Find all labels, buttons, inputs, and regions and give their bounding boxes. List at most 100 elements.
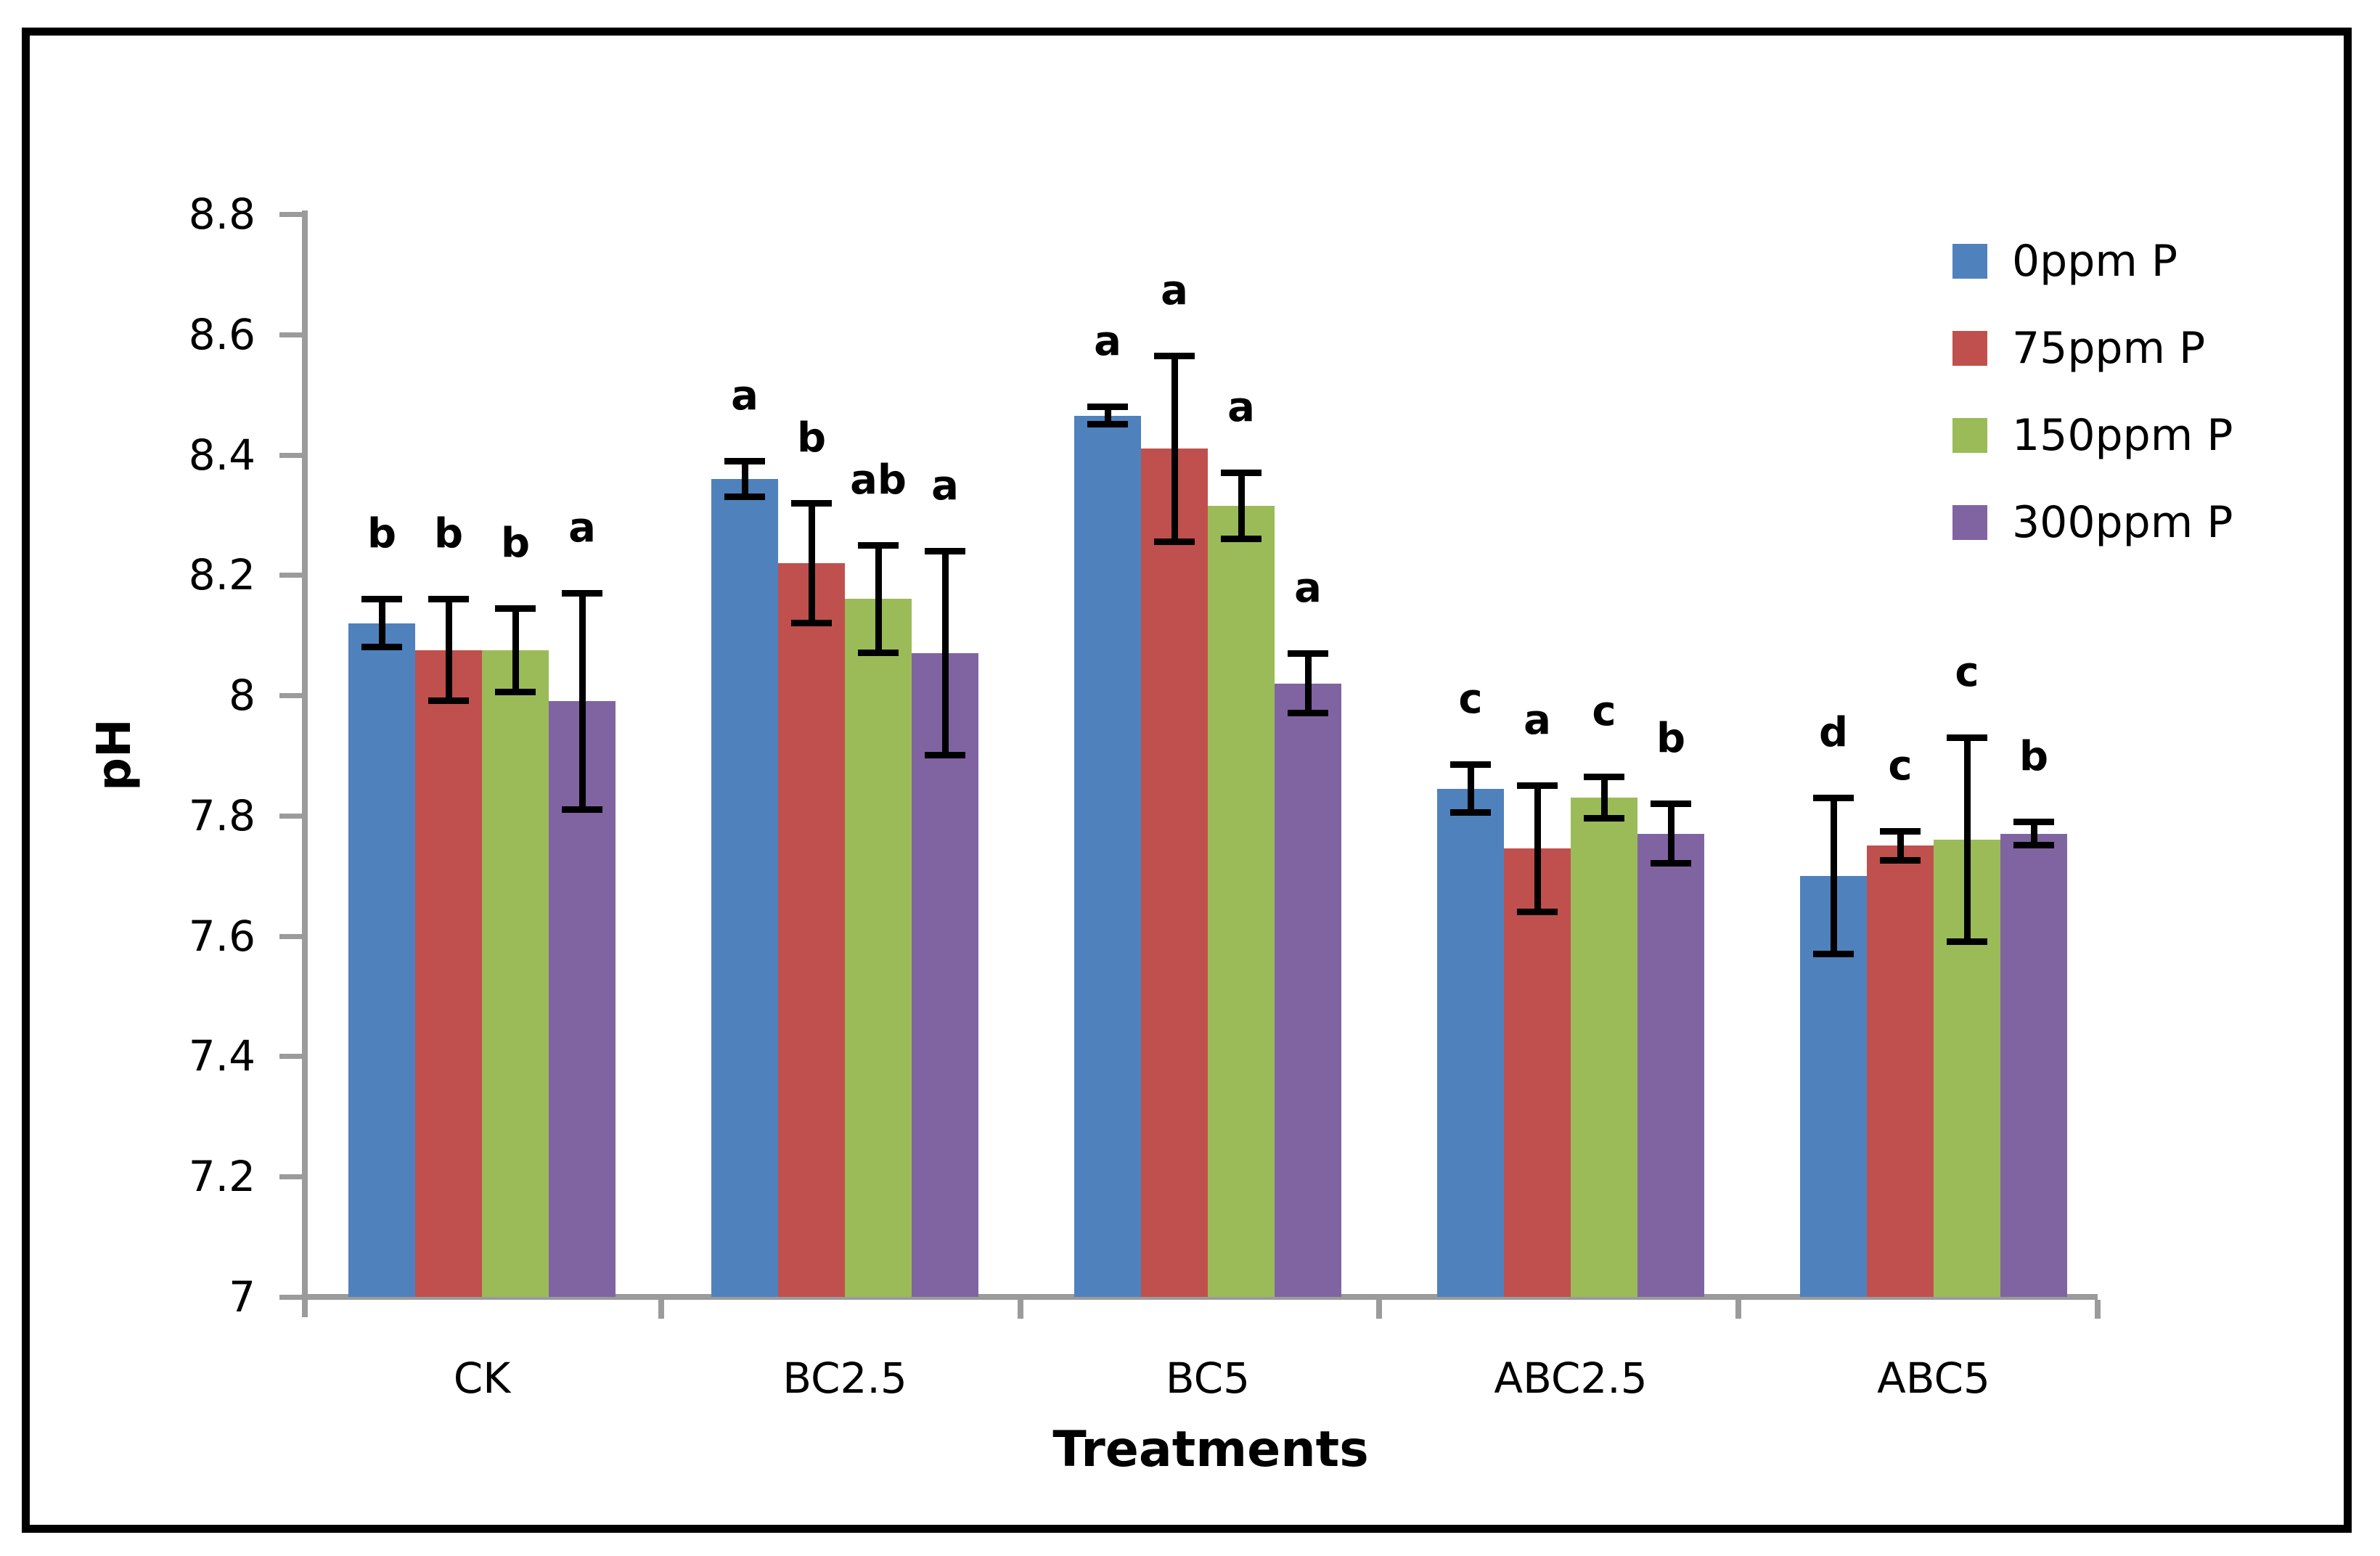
error-bar-cap-bottom — [791, 619, 832, 626]
y-tick-label: 7 — [229, 1272, 255, 1322]
y-tick — [279, 1054, 302, 1060]
y-tick-label: 8.4 — [188, 430, 255, 480]
error-bar-cap-top — [1154, 352, 1195, 359]
y-tick — [279, 693, 302, 699]
error-bar-cap-bottom — [495, 688, 536, 695]
error-bar-cap-top — [1221, 470, 1261, 477]
error-bar-cap-top — [1651, 800, 1691, 808]
legend-swatch — [1952, 244, 1987, 279]
sig-letter: a — [1227, 384, 1255, 432]
bar — [1867, 845, 1934, 1297]
bar — [1437, 788, 1504, 1297]
sig-letter: c — [1888, 742, 1913, 790]
error-bar-cap-bottom — [1651, 860, 1691, 867]
error-bar-line — [808, 502, 815, 623]
error-bar-line — [741, 460, 748, 497]
x-category-label: ABC2.5 — [1494, 1354, 1648, 1403]
y-tick — [279, 1295, 302, 1300]
legend-item: 300ppm P — [1952, 497, 2359, 548]
bar — [778, 562, 845, 1297]
error-bar-cap-top — [428, 596, 469, 603]
legend-label: 0ppm P — [2012, 236, 2178, 287]
y-tick-label: 8.2 — [188, 550, 255, 600]
error-bar-line — [1171, 355, 1178, 542]
legend-swatch — [1952, 331, 1987, 366]
error-bar-cap-top — [1450, 761, 1491, 769]
error-bar-line — [1104, 406, 1111, 425]
y-tick-label: 7.4 — [188, 1031, 255, 1081]
sig-letter: a — [931, 462, 959, 510]
error-bar-line — [941, 551, 949, 756]
y-tick — [279, 332, 302, 337]
legend-label: 75ppm P — [2012, 323, 2206, 374]
error-bar-cap-top — [1517, 782, 1558, 790]
error-bar-cap-top — [1087, 404, 1128, 411]
error-bar-line — [1667, 803, 1674, 864]
error-bar-cap-bottom — [925, 752, 965, 758]
sig-letter: a — [1294, 565, 1322, 613]
error-bar-line — [578, 593, 586, 810]
sig-letter: b — [500, 519, 531, 567]
error-bar-line — [1238, 472, 1245, 539]
error-bar-cap-bottom — [1450, 808, 1491, 816]
sig-letter: b — [1656, 715, 1686, 763]
sig-letter: b — [2019, 733, 2049, 781]
error-bar-cap-top — [1813, 795, 1854, 802]
x-tick — [658, 1300, 664, 1319]
x-tick — [1376, 1300, 1383, 1319]
sig-letter: a — [731, 372, 758, 419]
error-bar-line — [1897, 830, 1904, 861]
bar — [1141, 449, 1208, 1297]
error-bar-line — [2030, 822, 2037, 846]
y-tick-label: 7.8 — [188, 790, 255, 840]
sig-letter: c — [1592, 688, 1616, 735]
error-bar-cap-bottom — [858, 650, 899, 657]
y-tick-label: 8 — [229, 671, 255, 721]
sig-letter: c — [1955, 649, 1979, 697]
legend: 0ppm P 75ppm P 150ppm P 300ppm P — [1952, 238, 2359, 586]
x-category-label: BC2.5 — [782, 1354, 907, 1403]
legend-swatch — [1952, 505, 1987, 540]
legend-label: 300ppm P — [2012, 497, 2233, 548]
error-bar-line — [378, 599, 385, 647]
error-bar-cap-top — [791, 499, 832, 507]
error-bar-cap-bottom — [1221, 535, 1261, 542]
error-bar-line — [445, 599, 452, 702]
error-bar-line — [1830, 798, 1837, 954]
error-bar-cap-bottom — [361, 643, 402, 650]
sig-letter: b — [796, 414, 827, 462]
error-bar-line — [875, 544, 882, 654]
error-bar-cap-top — [1288, 650, 1328, 658]
error-bar-line — [1467, 764, 1474, 813]
bar — [2000, 833, 2067, 1297]
error-bar-cap-top — [2013, 819, 2054, 826]
x-category-label: CK — [453, 1354, 511, 1403]
y-axis-title: pH — [88, 718, 142, 791]
bar — [348, 623, 415, 1297]
y-tick — [279, 813, 302, 819]
x-tick — [2095, 1300, 2101, 1319]
y-tick-label: 7.6 — [188, 911, 255, 961]
y-tick-label: 8.6 — [188, 309, 255, 359]
error-bar-cap-top — [925, 548, 965, 555]
y-tick-label: 7.2 — [188, 1152, 255, 1202]
error-bar-cap-top — [1947, 734, 1987, 742]
legend-item: 0ppm P — [1952, 236, 2359, 287]
bar — [845, 599, 912, 1297]
sig-letter: a — [568, 504, 596, 552]
error-bar-cap-bottom — [1517, 908, 1558, 915]
error-bar-cap-top — [495, 605, 536, 612]
x-category-label: BC5 — [1165, 1354, 1251, 1403]
y-tick — [279, 452, 302, 458]
error-bar-cap-bottom — [724, 493, 765, 500]
bar — [1571, 798, 1637, 1297]
sig-letter: a — [1524, 697, 1551, 745]
bar — [1074, 415, 1141, 1297]
error-bar-cap-top — [1880, 827, 1921, 835]
y-tick-label: 8.8 — [188, 189, 255, 239]
error-bar-cap-bottom — [1288, 709, 1328, 716]
error-bar-cap-top — [1584, 774, 1624, 780]
error-bar-cap-bottom — [1154, 538, 1195, 545]
